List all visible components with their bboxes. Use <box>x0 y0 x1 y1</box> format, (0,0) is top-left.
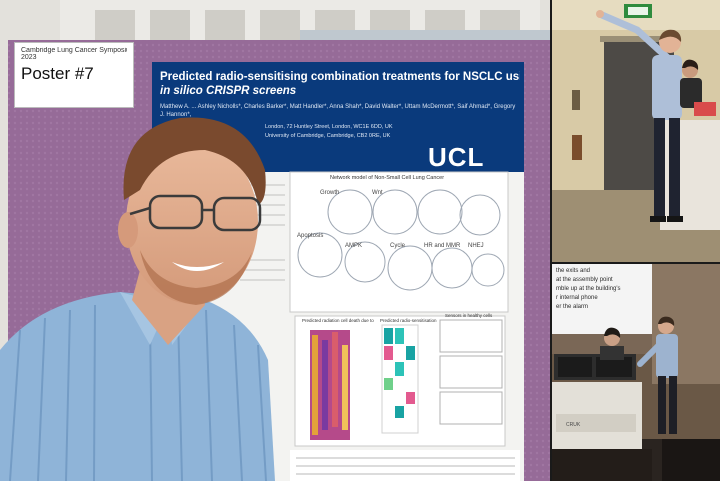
ucl-logo-text: UCL <box>428 142 485 172</box>
poster-title-line-2: in silico CRISPR screens <box>160 85 297 97</box>
seated-attendee <box>680 59 716 116</box>
poster-affiliation-2: University of Cambridge, Cambridge, CB2 … <box>265 133 391 139</box>
poster-authors: Matthew A. ... Ashley Nicholls*, Charles… <box>160 104 516 118</box>
presenter <box>596 10 683 222</box>
poster-title-line-1: Predicted radio-sensitising combination … <box>160 71 520 83</box>
speaker <box>637 316 678 434</box>
fig-d-title: Sensors in healthy cells <box>445 313 493 318</box>
slide-line-5: er the alarm <box>556 304 589 310</box>
person-face <box>126 140 258 304</box>
network-label-apoptosis: Apoptosis <box>297 233 324 239</box>
selfie-poster-scene <box>0 0 550 481</box>
fig-b-title: Predicted radiation cell death due to <box>302 318 374 323</box>
poster-affiliation-1: London, 72 Huntley Street, London, WC1E … <box>265 124 393 130</box>
person-hair <box>123 117 266 205</box>
poster-number: Poster #7 <box>21 64 94 83</box>
speaker-lectern-photo: CRUK the exits and at the assembly point <box>552 264 720 481</box>
ucl-logo: UCL <box>428 142 484 173</box>
heatmap-c <box>381 324 419 434</box>
speaker-lectern-scene: CRUK <box>552 264 720 481</box>
event-sign-title: Cambridge Lung Cancer Symposium <box>21 47 127 54</box>
network-label-ampk: AMPK <box>345 243 363 249</box>
slide-line-1: the exits and <box>556 268 591 274</box>
network-label-growth: Growth <box>320 190 340 196</box>
person-glasses <box>129 194 262 232</box>
projected-slide: the exits and at the assembly point mble… <box>552 264 652 334</box>
selfie-poster-photo: Cambridge Lung Cancer Symposium 2023 Pos… <box>0 0 550 481</box>
slide-line-4: r internal phone <box>556 295 598 301</box>
network-label-hr-mmr: HR and MMR <box>424 243 461 249</box>
presenter-pointing-photo <box>552 0 720 262</box>
network-label-wnt: Wnt <box>372 190 383 196</box>
presenter-pointing-scene <box>552 0 720 262</box>
network-label-cycle: Cycle <box>390 243 406 249</box>
svg-text:CRUK: CRUK <box>566 422 581 428</box>
event-sign-year: 2023 <box>21 54 37 61</box>
poster-title: Predicted radio-sensitising combination … <box>160 70 520 98</box>
heatmap-b <box>310 330 350 440</box>
network-label-nhej: NHEJ <box>468 243 484 249</box>
network-title: Network model of Non-Small Cell Lung Can… <box>330 175 445 181</box>
slide-line-2: at the assembly point <box>556 277 613 283</box>
slide-line-3: mble up at the building's <box>556 286 621 292</box>
fig-c-title: Predicted radio-sensitisation <box>380 318 437 323</box>
event-sign: Cambridge Lung Cancer Symposium 2023 Pos… <box>14 42 134 108</box>
